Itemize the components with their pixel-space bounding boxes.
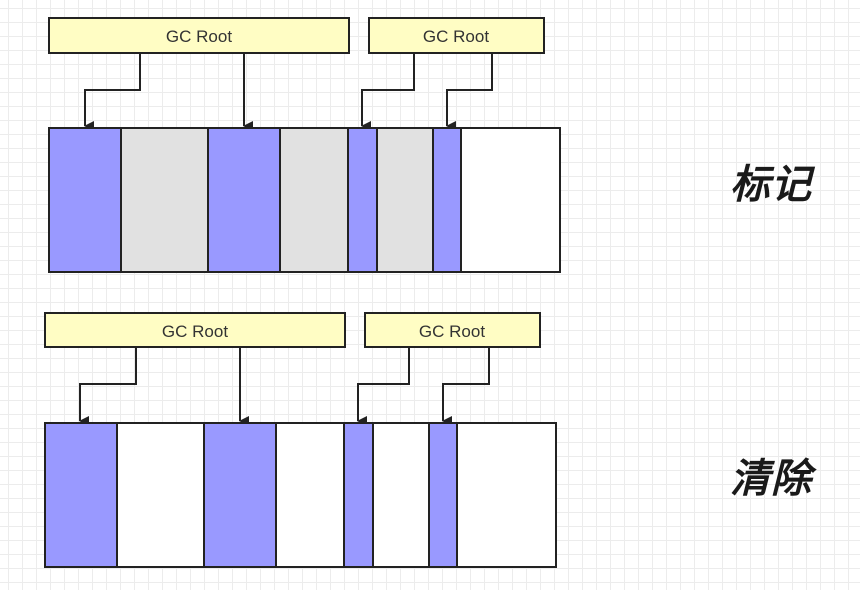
reference-arrow: [357, 347, 410, 426]
memory-block-garbage: [279, 127, 349, 273]
phase-label-mark: 标记: [730, 162, 812, 208]
gc-root-label: GC Root: [162, 322, 228, 341]
reference-arrow: [79, 347, 137, 426]
memory-block-live: [428, 422, 458, 568]
memory-block-free: [456, 422, 557, 568]
heap-memory: [44, 422, 557, 568]
memory-block-live: [347, 127, 378, 273]
memory-block-live: [48, 127, 122, 273]
memory-block-live: [207, 127, 281, 273]
sweep-diagram: GC Root GC Root: [44, 312, 557, 568]
gc-root-box-rect: [48, 17, 350, 54]
gc-root-label: GC Root: [423, 27, 489, 46]
heap-memory: [48, 127, 561, 273]
gc-root-box-rect: [368, 17, 545, 54]
memory-block-free: [275, 422, 345, 568]
reference-arrow: [442, 347, 490, 426]
gc-root-box-rect: [364, 312, 541, 348]
memory-block-garbage: [120, 127, 209, 273]
memory-block-free: [116, 422, 205, 568]
memory-block-live: [203, 422, 277, 568]
reference-arrow: [446, 53, 493, 131]
gc-root-box: GC Root: [364, 312, 541, 348]
gc-root-label: GC Root: [166, 27, 232, 46]
memory-block-free: [372, 422, 430, 568]
reference-arrow: [361, 53, 415, 131]
gc-root-box-rect: [44, 312, 346, 348]
gc-root-label: GC Root: [419, 322, 485, 341]
reference-arrow: [84, 53, 141, 131]
memory-block-live: [44, 422, 118, 568]
gc-root-box: GC Root: [48, 17, 350, 54]
memory-block-free: [460, 127, 561, 273]
mark-diagram: GC Root GC Root: [48, 17, 561, 273]
memory-block-live: [343, 422, 374, 568]
gc-root-box: GC Root: [44, 312, 346, 348]
memory-block-garbage: [376, 127, 434, 273]
memory-block-live: [432, 127, 462, 273]
phase-label-sweep: 清除: [730, 456, 812, 502]
gc-root-box: GC Root: [368, 17, 545, 54]
